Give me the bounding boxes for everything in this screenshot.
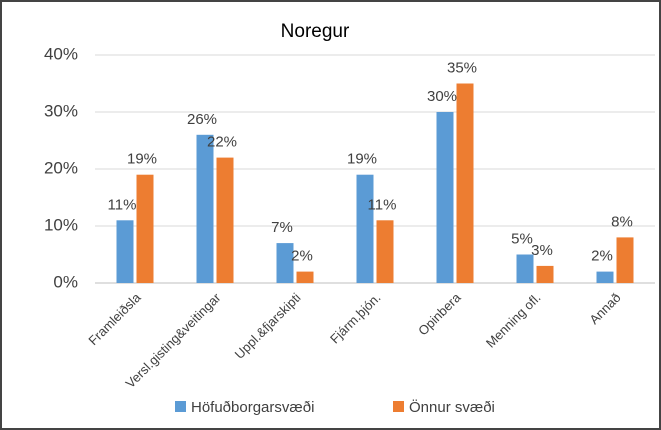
value-label: 11%: [368, 196, 397, 213]
value-label: 3%: [531, 242, 553, 259]
value-label: 22%: [207, 134, 237, 151]
y-tick-label: 20%: [44, 158, 78, 177]
legend-swatch: [393, 401, 404, 412]
value-label: 35%: [447, 59, 477, 76]
legend-label: Höfuðborgarsvæði: [191, 399, 314, 416]
bar: [376, 220, 394, 283]
value-label: 5%: [511, 230, 533, 247]
value-label: 11%: [108, 196, 137, 213]
bar: [356, 174, 374, 283]
bar: [616, 237, 634, 283]
bar: [296, 271, 314, 283]
bar: [196, 134, 214, 283]
legend-swatch: [175, 401, 186, 412]
value-label: 7%: [271, 219, 293, 236]
bar: [116, 220, 134, 283]
bar: [436, 112, 454, 283]
y-tick-label: 40%: [44, 44, 78, 63]
legend-label: Önnur svæði: [409, 398, 495, 416]
bar: [596, 271, 614, 283]
value-label: 30%: [427, 88, 457, 105]
y-tick-label: 10%: [44, 215, 78, 234]
bar: [536, 265, 554, 283]
chart-title: Noregur: [281, 21, 350, 42]
value-label: 26%: [187, 111, 217, 128]
bar: [516, 254, 534, 283]
bar: [216, 157, 234, 283]
value-label: 19%: [127, 151, 157, 168]
y-tick-label: 0%: [53, 272, 78, 291]
y-tick-label: 30%: [44, 101, 78, 120]
bar: [456, 83, 474, 283]
value-label: 2%: [591, 248, 613, 265]
value-label: 2%: [291, 248, 313, 265]
bar: [136, 174, 154, 283]
bar: [276, 243, 294, 283]
value-label: 8%: [611, 213, 633, 230]
value-label: 19%: [347, 151, 377, 168]
